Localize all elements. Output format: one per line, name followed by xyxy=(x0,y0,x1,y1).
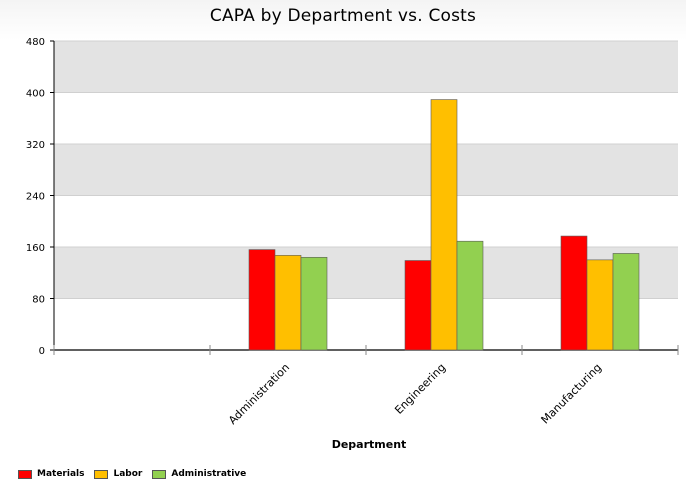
legend-swatch xyxy=(18,469,32,479)
y-tick-label: 480 xyxy=(26,37,45,48)
y-tick-label: 400 xyxy=(26,89,45,100)
bar-labor xyxy=(430,99,458,351)
y-tick-label: 240 xyxy=(26,192,45,203)
legend-item: Materials xyxy=(18,469,84,479)
x-tick-label: Administration xyxy=(226,361,292,427)
legend-swatch xyxy=(94,469,109,479)
y-tick-label: 160 xyxy=(26,243,45,254)
bar-materials xyxy=(560,235,588,351)
grid-band xyxy=(54,41,678,93)
bar-labor xyxy=(586,259,614,351)
x-tick-label: Engineering xyxy=(392,361,448,417)
legend-swatch xyxy=(152,469,167,479)
x-tick-label: Manufacturing xyxy=(539,361,605,427)
y-tick-label: 0 xyxy=(39,346,45,357)
bar-labor xyxy=(274,255,302,351)
bar-administrative xyxy=(612,253,640,351)
grid-band xyxy=(54,144,678,196)
legend-label: Materials xyxy=(37,469,85,479)
y-tick-label: 80 xyxy=(32,295,45,306)
legend-item: Administrative xyxy=(152,469,246,479)
bar-materials xyxy=(248,249,276,351)
y-tick-label: 320 xyxy=(26,140,45,151)
legend-label: Administrative xyxy=(171,469,247,479)
x-axis-title: Department xyxy=(332,438,407,451)
legend-item: Labor xyxy=(94,469,142,479)
legend-label: Labor xyxy=(113,469,143,479)
bar-administrative xyxy=(456,240,484,351)
bar-materials xyxy=(404,260,432,351)
chart-title: CAPA by Department vs. Costs xyxy=(209,6,477,26)
chart-legend: Materials Labor Administrative xyxy=(18,469,246,479)
bar-administrative xyxy=(300,256,328,351)
